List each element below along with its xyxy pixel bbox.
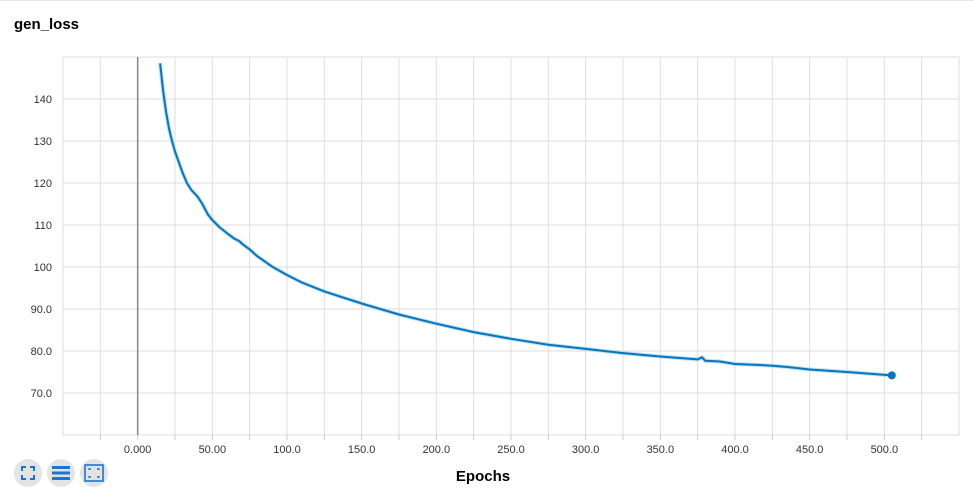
expand-icon <box>21 466 35 480</box>
y-tick-label: 120 <box>34 178 52 190</box>
series-line <box>159 63 892 377</box>
y-tick-label: 140 <box>34 94 52 106</box>
x-axis-label: Epochs <box>456 468 510 485</box>
y-tick-label: 100 <box>34 262 52 274</box>
x-tick-label: 500.0 <box>871 444 899 456</box>
x-tick-label: 150.0 <box>348 444 376 456</box>
x-tick-label: 450.0 <box>796 444 824 456</box>
x-tick-label: 300.0 <box>572 444 600 456</box>
top-rule <box>0 0 974 1</box>
fit-domain-icon <box>84 464 104 482</box>
x-tick-label: 400.0 <box>721 444 749 456</box>
series-line-raw <box>158 63 892 378</box>
x-tick-label: 200.0 <box>423 444 451 456</box>
data-selection-icon <box>52 466 70 480</box>
x-tick-label: 350.0 <box>647 444 675 456</box>
data-selection-button[interactable] <box>47 459 75 487</box>
last-point-marker <box>887 371 896 380</box>
x-tick-label: 100.0 <box>273 444 301 456</box>
y-tick-label: 110 <box>34 220 52 232</box>
expand-button[interactable] <box>14 459 42 487</box>
y-tick-label: 90.0 <box>31 304 52 316</box>
y-tick-label: 130 <box>34 136 52 148</box>
y-tick-label: 80.0 <box>31 346 52 358</box>
x-tick-label: 250.0 <box>497 444 525 456</box>
y-tick-label: 70.0 <box>31 388 52 400</box>
x-tick-label: 0.000 <box>124 444 152 456</box>
x-tick-label: 50.00 <box>199 444 227 456</box>
chart-title: gen_loss <box>14 16 80 33</box>
fit-domain-button[interactable] <box>80 459 108 487</box>
